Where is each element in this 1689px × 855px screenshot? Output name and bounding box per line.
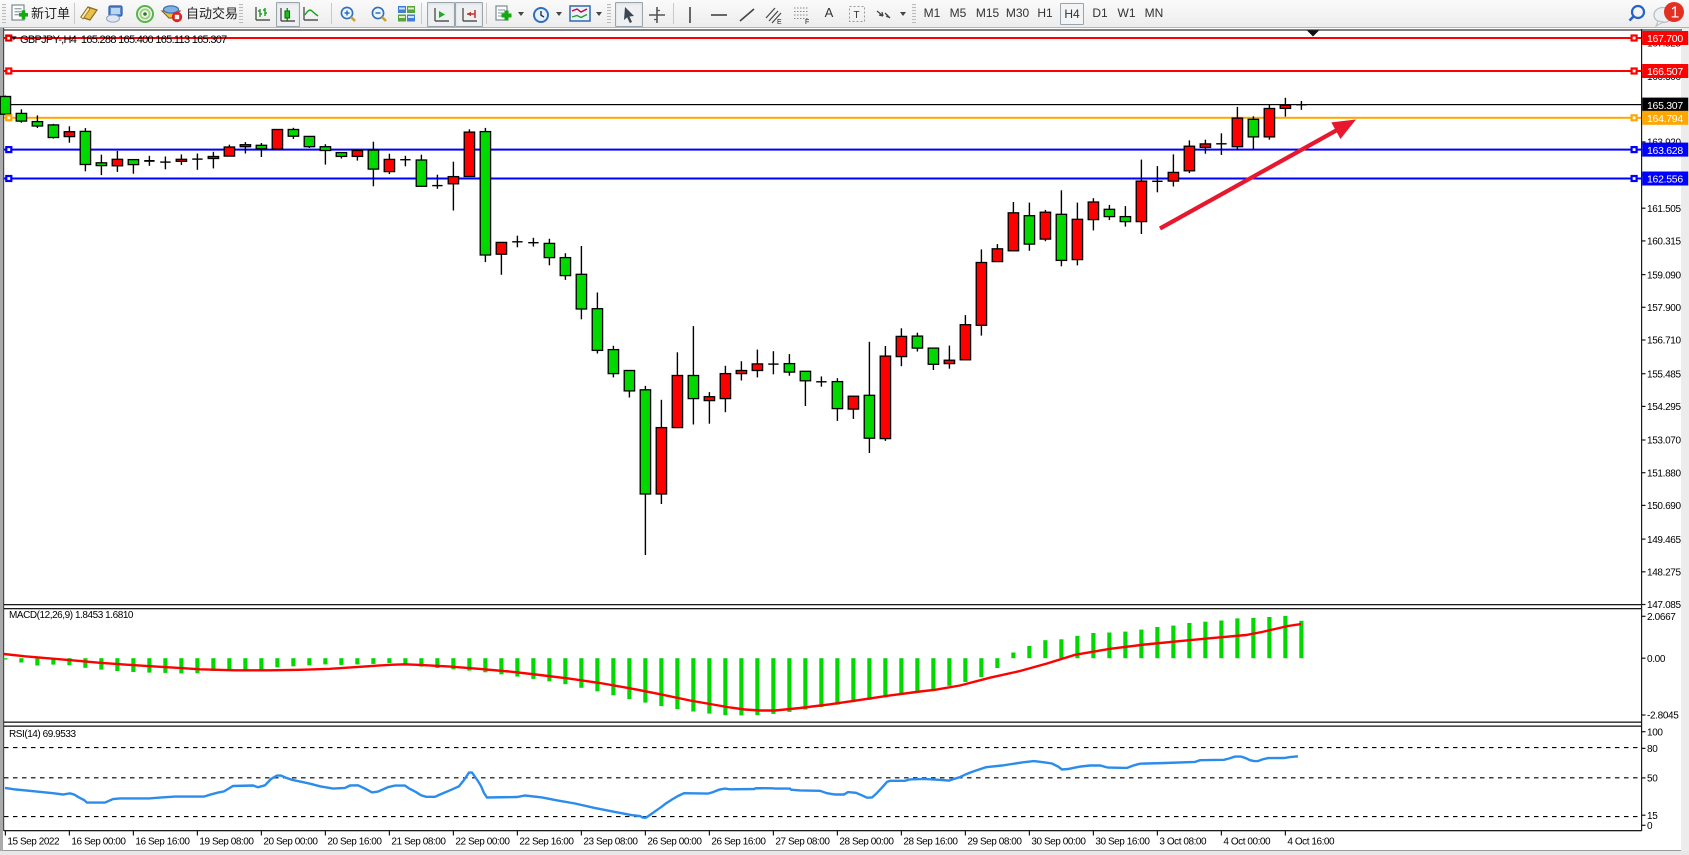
svg-text:100: 100 <box>1647 727 1663 738</box>
svg-text:23 Sep 08:00: 23 Sep 08:00 <box>583 837 638 848</box>
svg-text:156.710: 156.710 <box>1647 336 1681 347</box>
svg-text:4 Oct 16:00: 4 Oct 16:00 <box>1287 837 1335 848</box>
svg-text:154.295: 154.295 <box>1647 402 1681 413</box>
svg-text:164.794: 164.794 <box>1647 113 1683 125</box>
svg-text:RSI(14) 69.9533: RSI(14) 69.9533 <box>9 729 77 740</box>
svg-text:T: T <box>854 10 860 21</box>
svg-text:22 Sep 00:00: 22 Sep 00:00 <box>455 837 510 848</box>
svg-text:30 Sep 16:00: 30 Sep 16:00 <box>1095 837 1150 848</box>
svg-text:165.307: 165.307 <box>1647 100 1683 112</box>
svg-text:MACD(12,26,9) 1.8453 1.6810: MACD(12,26,9) 1.8453 1.6810 <box>9 610 134 621</box>
svg-text:28 Sep 16:00: 28 Sep 16:00 <box>903 837 958 848</box>
svg-text:4 Oct 00:00: 4 Oct 00:00 <box>1223 837 1271 848</box>
svg-text:15: 15 <box>1647 811 1658 822</box>
svg-text:0.00: 0.00 <box>1647 654 1666 665</box>
svg-text:26 Sep 00:00: 26 Sep 00:00 <box>647 837 702 848</box>
svg-text:155.485: 155.485 <box>1647 369 1681 380</box>
svg-text:16 Sep 00:00: 16 Sep 00:00 <box>71 837 126 848</box>
svg-text:167.700: 167.700 <box>1647 33 1683 45</box>
svg-text:150.690: 150.690 <box>1647 501 1681 512</box>
svg-text:161.505: 161.505 <box>1647 204 1681 215</box>
svg-text:21 Sep 08:00: 21 Sep 08:00 <box>391 837 446 848</box>
svg-text:E: E <box>777 19 782 25</box>
svg-text:163.628: 163.628 <box>1647 145 1683 157</box>
svg-text:151.880: 151.880 <box>1647 468 1681 479</box>
svg-text:166.507: 166.507 <box>1647 66 1683 78</box>
svg-text:20 Sep 16:00: 20 Sep 16:00 <box>327 837 382 848</box>
svg-text:2.0667: 2.0667 <box>1647 612 1676 623</box>
svg-text:157.900: 157.900 <box>1647 303 1681 314</box>
svg-text:160.315: 160.315 <box>1647 237 1681 248</box>
svg-text:30 Sep 00:00: 30 Sep 00:00 <box>1031 837 1086 848</box>
svg-text:28 Sep 00:00: 28 Sep 00:00 <box>839 837 894 848</box>
svg-text:149.465: 149.465 <box>1647 535 1681 546</box>
svg-text:162.556: 162.556 <box>1647 174 1683 186</box>
svg-text:F: F <box>805 19 809 25</box>
svg-text:GBPJPY-,H4 165.288 165.400 16: GBPJPY-,H4 165.288 165.400 165.113 165.3… <box>20 34 227 46</box>
svg-text:1: 1 <box>1671 5 1680 22</box>
svg-text:50: 50 <box>1647 774 1658 785</box>
svg-text:-2.8045: -2.8045 <box>1647 711 1679 722</box>
svg-text:159.090: 159.090 <box>1647 270 1681 281</box>
svg-text:22 Sep 16:00: 22 Sep 16:00 <box>519 837 574 848</box>
svg-text:20 Sep 00:00: 20 Sep 00:00 <box>263 837 318 848</box>
svg-text:19 Sep 08:00: 19 Sep 08:00 <box>199 837 254 848</box>
svg-text:16 Sep 16:00: 16 Sep 16:00 <box>135 837 190 848</box>
svg-text:0: 0 <box>1647 821 1653 832</box>
svg-text:27 Sep 08:00: 27 Sep 08:00 <box>775 837 830 848</box>
svg-text:148.275: 148.275 <box>1647 568 1681 579</box>
svg-text:26 Sep 16:00: 26 Sep 16:00 <box>711 837 766 848</box>
svg-text:3 Oct 08:00: 3 Oct 08:00 <box>1159 837 1207 848</box>
svg-text:80: 80 <box>1647 744 1658 755</box>
svg-text:153.070: 153.070 <box>1647 436 1681 447</box>
svg-text:29 Sep 08:00: 29 Sep 08:00 <box>967 837 1022 848</box>
svg-text:147.085: 147.085 <box>1647 600 1681 611</box>
svg-text:15 Sep 2022: 15 Sep 2022 <box>7 837 60 848</box>
